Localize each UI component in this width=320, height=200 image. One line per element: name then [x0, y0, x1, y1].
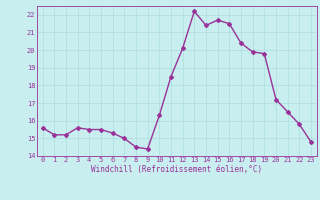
X-axis label: Windchill (Refroidissement éolien,°C): Windchill (Refroidissement éolien,°C) [91, 165, 262, 174]
